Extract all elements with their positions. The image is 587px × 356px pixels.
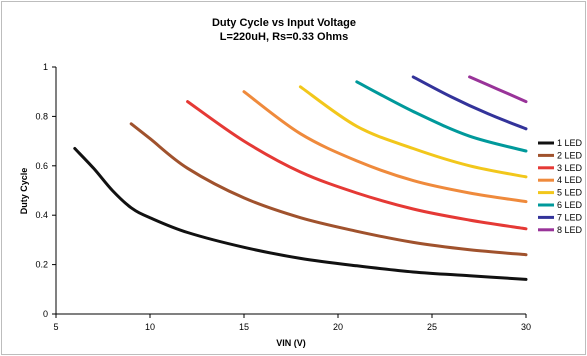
series-line-1-led [73, 147, 528, 281]
chart-title: Duty Cycle vs Input Voltage [212, 17, 356, 29]
x-tick-label: 15 [239, 322, 249, 332]
x-tick-label: 25 [427, 322, 437, 332]
x-ticks: 5 10 15 20 25 30 [53, 314, 531, 332]
series-line-3-led [186, 100, 528, 231]
x-tick-label: 10 [145, 322, 155, 332]
y-axis-label: Duty Cycle [19, 168, 29, 215]
y-tick-label: 0.2 [35, 260, 48, 270]
series-line-6-led [355, 80, 528, 153]
chart-subtitle: L=220uH, Rs=0.33 Ohms [220, 31, 348, 43]
x-tick-label: 30 [521, 322, 531, 332]
series-line-4-led [242, 90, 528, 204]
y-tick-label: 0.8 [35, 111, 48, 121]
x-axis-label: VIN (V) [276, 338, 306, 348]
legend: 1 LED 2 LED 3 LED 4 LED 5 LED 6 LED 7 LED 8 LED [538, 138, 583, 235]
legend-label: 6 LED [557, 200, 583, 210]
y-ticks: 0 0.2 0.4 0.6 0.8 1 [35, 62, 56, 319]
y-tick-label: 0.4 [35, 210, 48, 220]
series-line-7-led [411, 75, 528, 131]
series-line-2-led [129, 122, 528, 257]
y-tick-label: 1 [43, 62, 48, 72]
x-tick-label: 5 [53, 322, 58, 332]
legend-label: 2 LED [557, 150, 583, 160]
y-tick-label: 0.6 [35, 161, 48, 171]
legend-label: 1 LED [557, 138, 583, 148]
series-lines [73, 75, 528, 281]
y-tick-label: 0 [43, 309, 48, 319]
legend-label: 7 LED [557, 212, 583, 222]
legend-label: 8 LED [557, 225, 583, 235]
series-line-8-led [468, 75, 528, 104]
axes [55, 67, 526, 315]
legend-label: 3 LED [557, 163, 583, 173]
series-line-5-led [298, 85, 528, 179]
legend-label: 5 LED [557, 188, 583, 198]
x-tick-label: 20 [333, 322, 343, 332]
legend-label: 4 LED [557, 175, 583, 185]
